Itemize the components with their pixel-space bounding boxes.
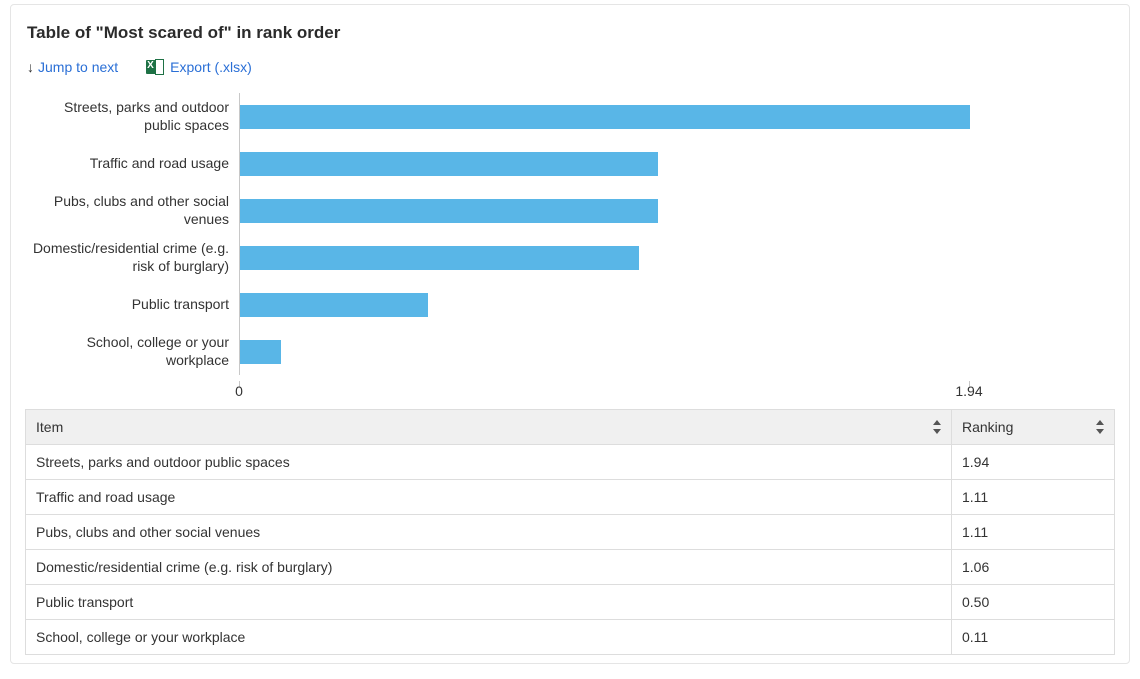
column-header-ranking-label: Ranking xyxy=(962,419,1013,435)
jump-to-next-label: Jump to next xyxy=(38,59,118,75)
table-row: Traffic and road usage1.11 xyxy=(26,480,1115,515)
bar-label-text: Streets, parks and outdoor public spaces xyxy=(25,99,229,134)
axis-tick-label: 0 xyxy=(235,383,243,399)
bar-chart-x-axis: 01.94 xyxy=(239,381,969,409)
bar xyxy=(240,199,658,223)
bar-row xyxy=(240,140,970,187)
bar-label: Public transport xyxy=(25,281,229,328)
cell-item: School, college or your workplace xyxy=(26,620,952,655)
sort-icon xyxy=(1096,420,1106,434)
bar xyxy=(240,105,970,129)
bar-label: Streets, parks and outdoor public spaces xyxy=(25,93,229,140)
cell-ranking: 1.94 xyxy=(952,445,1115,480)
table-row: School, college or your workplace0.11 xyxy=(26,620,1115,655)
action-row: ↓Jump to next X Export (.xlsx) xyxy=(27,59,1115,75)
bar-label: School, college or your workplace xyxy=(25,328,229,375)
bar xyxy=(240,246,639,270)
bar-chart-plot xyxy=(239,93,970,375)
bar-row xyxy=(240,93,970,140)
cell-ranking: 0.50 xyxy=(952,585,1115,620)
ranking-table: Item Ranking Streets, parks and outdoor … xyxy=(25,409,1115,655)
table-row: Streets, parks and outdoor public spaces… xyxy=(26,445,1115,480)
bar xyxy=(240,340,281,364)
cell-ranking: 1.06 xyxy=(952,550,1115,585)
bar-label: Pubs, clubs and other social venues xyxy=(25,187,229,234)
bar-label: Traffic and road usage xyxy=(25,140,229,187)
cell-item: Public transport xyxy=(26,585,952,620)
column-header-item[interactable]: Item xyxy=(26,410,952,445)
bar-row xyxy=(240,281,970,328)
table-row: Public transport0.50 xyxy=(26,585,1115,620)
bar-label: Domestic/residential crime (e.g. risk of… xyxy=(25,234,229,281)
bar-row xyxy=(240,187,970,234)
jump-to-next-link[interactable]: ↓Jump to next xyxy=(27,59,118,75)
down-arrow-icon: ↓ xyxy=(27,59,34,75)
bar-row xyxy=(240,328,970,375)
cell-item: Streets, parks and outdoor public spaces xyxy=(26,445,952,480)
bar-label-text: Traffic and road usage xyxy=(90,155,229,173)
axis-tick-label: 1.94 xyxy=(955,383,982,399)
sort-icon xyxy=(933,420,943,434)
table-row: Domestic/residential crime (e.g. risk of… xyxy=(26,550,1115,585)
excel-icon: X xyxy=(146,59,164,75)
export-xlsx-link[interactable]: X Export (.xlsx) xyxy=(146,59,252,75)
cell-item: Domestic/residential crime (e.g. risk of… xyxy=(26,550,952,585)
column-header-item-label: Item xyxy=(36,419,63,435)
cell-item: Traffic and road usage xyxy=(26,480,952,515)
table-header-row: Item Ranking xyxy=(26,410,1115,445)
bar-chart: Streets, parks and outdoor public spaces… xyxy=(25,93,1115,375)
table-row: Pubs, clubs and other social venues1.11 xyxy=(26,515,1115,550)
bar-label-text: Public transport xyxy=(132,296,229,314)
cell-ranking: 1.11 xyxy=(952,480,1115,515)
bar-row xyxy=(240,234,970,281)
bar-chart-axis-row: 01.94 xyxy=(25,381,1115,409)
bar-label-text: School, college or your workplace xyxy=(25,334,229,369)
bar-chart-labels: Streets, parks and outdoor public spaces… xyxy=(25,93,239,375)
cell-ranking: 0.11 xyxy=(952,620,1115,655)
results-panel: Table of "Most scared of" in rank order … xyxy=(10,4,1130,664)
cell-item: Pubs, clubs and other social venues xyxy=(26,515,952,550)
bar xyxy=(240,293,428,317)
cell-ranking: 1.11 xyxy=(952,515,1115,550)
panel-title: Table of "Most scared of" in rank order xyxy=(27,23,1115,43)
bar xyxy=(240,152,658,176)
export-xlsx-label: Export (.xlsx) xyxy=(170,59,252,75)
bar-label-text: Pubs, clubs and other social venues xyxy=(25,193,229,228)
bar-label-text: Domestic/residential crime (e.g. risk of… xyxy=(25,240,229,275)
column-header-ranking[interactable]: Ranking xyxy=(952,410,1115,445)
